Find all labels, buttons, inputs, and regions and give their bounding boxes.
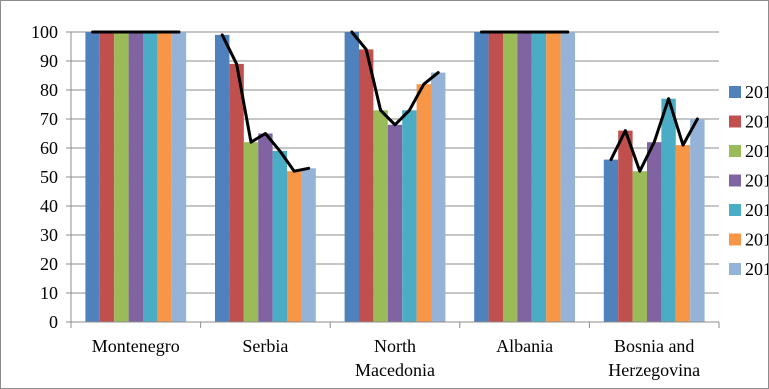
- bar: [416, 84, 431, 322]
- bar: [157, 32, 172, 322]
- bar: [431, 72, 446, 322]
- legend-swatch: [729, 204, 741, 216]
- y-tick-label: 90: [40, 51, 58, 71]
- legend-label: 2015: [745, 171, 768, 191]
- bar: [243, 142, 259, 322]
- y-tick-label: 0: [49, 312, 58, 332]
- x-tick-label: Bosnia and: [614, 336, 695, 356]
- x-tick-label: Serbia: [242, 336, 288, 356]
- bar: [675, 145, 691, 322]
- bar: [359, 49, 374, 323]
- x-tick-label: Macedonia: [355, 360, 435, 380]
- y-tick-label: 40: [40, 196, 58, 216]
- bar: [503, 32, 518, 322]
- bar: [114, 32, 129, 322]
- trend-line: [220, 33, 311, 173]
- bar: [287, 171, 302, 322]
- legend: 2012 2013 2014 2015 2016 2018 2019: [729, 82, 768, 279]
- y-tick-label: 80: [40, 80, 58, 100]
- bar: [531, 32, 547, 322]
- bar: [272, 150, 287, 322]
- legend-label: 2014: [745, 141, 768, 161]
- bar: [387, 124, 403, 322]
- x-tick-label: Albania: [496, 336, 553, 356]
- legend-label: 2019: [745, 259, 768, 279]
- bar: [474, 32, 489, 322]
- trend-line: [609, 97, 699, 173]
- legend-swatch: [729, 233, 741, 246]
- y-tick-label: 30: [40, 225, 58, 245]
- y-tick-label: 10: [40, 283, 58, 303]
- x-tick-label: North: [374, 336, 416, 356]
- bar: [258, 133, 273, 322]
- y-tick-label: 60: [40, 138, 58, 158]
- x-tick-label: Herzegovina: [608, 360, 700, 380]
- bar: [517, 32, 532, 322]
- y-tick-label: 50: [40, 167, 58, 187]
- bar: [488, 32, 503, 322]
- bar: [99, 32, 115, 322]
- legend-label: 2013: [745, 112, 768, 132]
- axes: 0 10 20 30 40 50 60 70 80 90 100 Montenegro Serbia No…: [31, 22, 720, 380]
- bar: [632, 171, 647, 322]
- legend-swatch: [729, 263, 741, 275]
- bar: [171, 32, 187, 322]
- bar: [229, 63, 244, 323]
- legend-swatch: [729, 86, 741, 98]
- trend-line: [350, 30, 440, 127]
- bar: [402, 110, 417, 322]
- bar: [647, 142, 662, 322]
- legend-label: 2016: [745, 200, 768, 220]
- bar: [215, 34, 230, 323]
- bar: [301, 168, 316, 322]
- bars: [85, 32, 705, 323]
- legend-swatch: [729, 115, 741, 128]
- bar: [618, 130, 633, 322]
- bar: [546, 32, 561, 322]
- bar: [373, 110, 388, 322]
- bar: [128, 32, 143, 322]
- bar: [661, 98, 676, 322]
- bar: [560, 32, 575, 322]
- bar: [603, 159, 619, 322]
- bar: [690, 119, 705, 322]
- legend-label: 2018: [745, 230, 768, 250]
- x-tick-label: Montenegro: [92, 336, 180, 356]
- y-tick-label: 70: [40, 109, 58, 129]
- trend-lines: [91, 30, 699, 173]
- legend-label: 2012: [745, 82, 768, 102]
- bar: [85, 32, 100, 322]
- legend-swatch: [729, 145, 741, 157]
- y-tick-label: 20: [40, 254, 58, 274]
- bar: [143, 32, 158, 322]
- bar: [344, 32, 359, 322]
- y-tick-label: 100: [31, 22, 58, 42]
- legend-swatch: [729, 174, 741, 187]
